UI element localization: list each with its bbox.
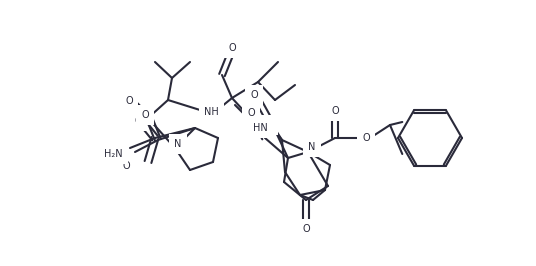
Text: O: O <box>134 116 142 126</box>
Text: H₂N: H₂N <box>105 149 123 159</box>
Text: H₂N: H₂N <box>103 144 122 154</box>
Text: O: O <box>122 161 130 171</box>
Text: N: N <box>308 142 316 152</box>
Text: N: N <box>174 139 182 149</box>
Text: O: O <box>125 96 133 106</box>
Text: NH: NH <box>204 107 219 117</box>
Text: O: O <box>331 106 339 116</box>
Text: HN: HN <box>252 123 267 133</box>
Text: O: O <box>141 110 149 120</box>
Text: HN: HN <box>258 120 273 130</box>
Text: O: O <box>250 90 258 100</box>
Text: O: O <box>302 224 310 234</box>
Text: O: O <box>362 133 370 143</box>
Text: O: O <box>247 108 255 118</box>
Text: O: O <box>228 43 236 53</box>
